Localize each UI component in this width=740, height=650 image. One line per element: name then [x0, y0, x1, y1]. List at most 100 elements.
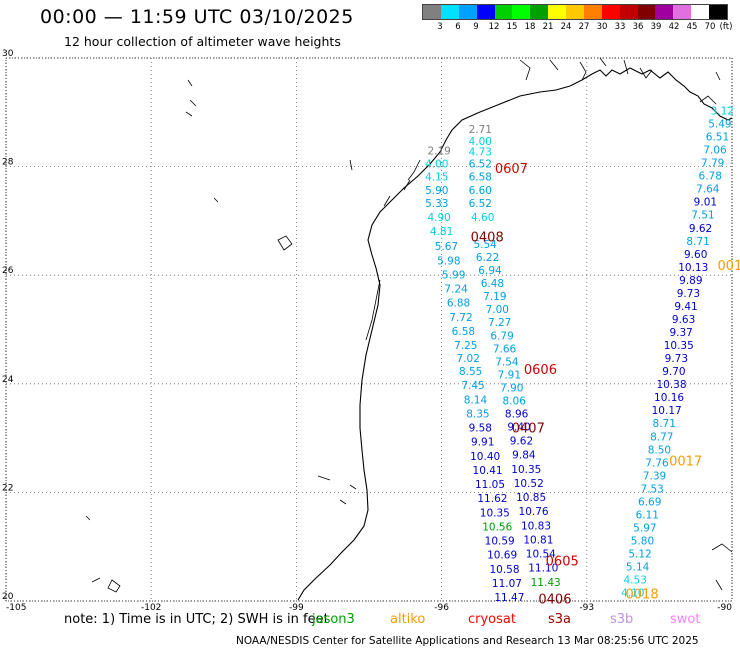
wave-height-value: 11.62 — [477, 493, 507, 505]
wave-height-value: 6.51 — [706, 132, 729, 144]
map-frame — [5, 57, 733, 602]
wave-height-value: 5.12 — [628, 549, 651, 561]
pass-id-label: 0017 — [669, 454, 702, 469]
wave-height-value: 7.27 — [488, 317, 511, 329]
colorbar-swatch — [440, 5, 459, 19]
lon-tick-label: -93 — [579, 603, 594, 613]
wave-height-value: 7.19 — [483, 291, 506, 303]
wave-height-value: 3.12 — [711, 105, 734, 117]
satellite-legend-s3b: s3b — [610, 612, 634, 627]
wave-height-value: 10.35 — [480, 507, 510, 519]
wave-height-value: 6.52 — [469, 159, 492, 171]
wave-height-value: 11.10 — [528, 563, 558, 575]
satellite-legend-cryosat: cryosat — [468, 612, 516, 627]
note-text: note: 1) Time is in UTC; 2) SWH is in fe… — [64, 612, 329, 627]
wave-height-value: 5.54 — [473, 239, 497, 251]
wave-height-value: 10.35 — [664, 340, 694, 352]
wave-height-value: 8.06 — [503, 395, 527, 407]
wave-height-value: 7.02 — [457, 353, 480, 365]
wave-height-value: 7.39 — [643, 470, 666, 482]
colorbar-label: 15 — [506, 22, 518, 32]
credit-line: NOAA/NESDIS Center for Satellite Applica… — [236, 635, 699, 647]
lat-tick-label: 24 — [2, 375, 14, 385]
colorbar-label: 3 — [437, 22, 443, 32]
wave-height-value: 10.17 — [652, 405, 682, 417]
pass-id-label: 0407 — [512, 422, 545, 437]
satellite-legend-swot: swot — [670, 612, 701, 627]
wave-height-value: 9.73 — [665, 353, 688, 365]
satellite-legend-altiko: altiko — [390, 612, 426, 627]
wave-height-value: 9.40 — [507, 421, 530, 433]
pass-labels: 0607 0408 0016 0606 0407 0017 0605 0406 0018 — [471, 162, 740, 608]
colorbar-label: 45 — [686, 22, 698, 32]
wave-height-value: 8.77 — [650, 431, 673, 443]
colorbar-swatch — [566, 5, 584, 19]
wave-height-value: 8.55 — [459, 366, 482, 378]
wave-height-value: 6.58 — [469, 172, 492, 184]
colorbar-label: 18 — [524, 22, 536, 32]
pass-id-label: 0605 — [546, 555, 579, 570]
pass-id-label: 0408 — [471, 231, 504, 246]
wave-height-value: 10.38 — [656, 379, 686, 391]
wave-height-value: 6.58 — [452, 326, 475, 338]
colorbar-swatch — [691, 5, 709, 19]
wave-height-value: 4.00 — [425, 159, 448, 171]
wave-height-value: 6.52 — [469, 198, 492, 210]
wave-height-value: 7.79 — [701, 158, 724, 170]
wave-height-value: 7.24 — [444, 284, 468, 296]
lat-tick-label: 28 — [2, 158, 14, 168]
wave-height-value: 10.81 — [523, 534, 553, 546]
wave-height-value: 10.59 — [485, 536, 515, 548]
wave-height-value: 7.45 — [461, 380, 484, 392]
colorbar-label: 33 — [614, 22, 626, 32]
wave-height-value: 6.79 — [490, 330, 513, 342]
map-title: 00:00 — 11:59 UTC 03/10/2025 — [40, 6, 354, 28]
wave-height-value: 9.63 — [672, 314, 695, 326]
wave-height-value: 8.14 — [464, 394, 488, 406]
wave-height-value: 7.66 — [493, 343, 517, 355]
colorbar-label: 12 — [488, 22, 500, 32]
colorbar-label: 30 — [596, 22, 608, 32]
pass-id-label: 0016 — [717, 259, 740, 274]
colorbar-label: 6 — [455, 22, 461, 32]
wave-height-value: 5.90 — [425, 185, 448, 197]
lon-tick-label: -102 — [141, 603, 161, 613]
lon-tick-label: -99 — [289, 603, 304, 613]
pass-id-label: 0607 — [495, 162, 528, 177]
wave-height-value: 4.00 — [469, 136, 492, 148]
colorbar-swatch — [548, 5, 566, 19]
wave-height-value: 11.43 — [531, 577, 561, 589]
wave-height-value: 7.64 — [696, 184, 720, 196]
colorbar-swatch — [583, 5, 602, 19]
colorbar-swatch — [637, 5, 656, 19]
wave-height-value: 2.71 — [469, 124, 492, 136]
lon-tick-label: -90 — [717, 603, 732, 613]
wave-height-value: 9.01 — [694, 197, 717, 209]
colorbar-swatch — [709, 5, 727, 19]
wave-height-value: 10.13 — [678, 262, 708, 274]
colorbar-swatch — [476, 5, 495, 19]
wave-height-value: 11.47 — [494, 592, 524, 604]
wave-height-value: 7.91 — [498, 369, 521, 381]
wave-height-value: 11.07 — [492, 578, 522, 590]
colorbar-swatch — [619, 5, 638, 19]
wave-height-value: 5.99 — [442, 269, 465, 281]
colorbar-swatch — [601, 5, 620, 19]
wave-height-value: 6.88 — [447, 298, 470, 310]
lat-tick-label: 30 — [2, 49, 14, 59]
tick-labels: -105 -102 -99 -96 -93 -90 30 28 26 24 22 20 — [2, 49, 732, 613]
wave-height-value: 10.58 — [489, 564, 519, 576]
colorbar-label: 24 — [560, 22, 572, 32]
lat-tick-label: 26 — [2, 266, 14, 276]
pass-id-label: 0406 — [538, 593, 571, 608]
wave-height-value: 5.14 — [626, 562, 650, 574]
wave-height-value: 10.52 — [514, 478, 544, 490]
wave-height-value: 9.37 — [669, 327, 692, 339]
colorbar-swatch — [423, 5, 441, 19]
wave-height-value: 5.49 — [708, 119, 731, 131]
wave-height-value: 6.78 — [699, 171, 722, 183]
colorbar-label: 21 — [542, 22, 554, 32]
wave-height-value: 7.76 — [645, 457, 669, 469]
colorbar-label: 27 — [578, 22, 590, 32]
